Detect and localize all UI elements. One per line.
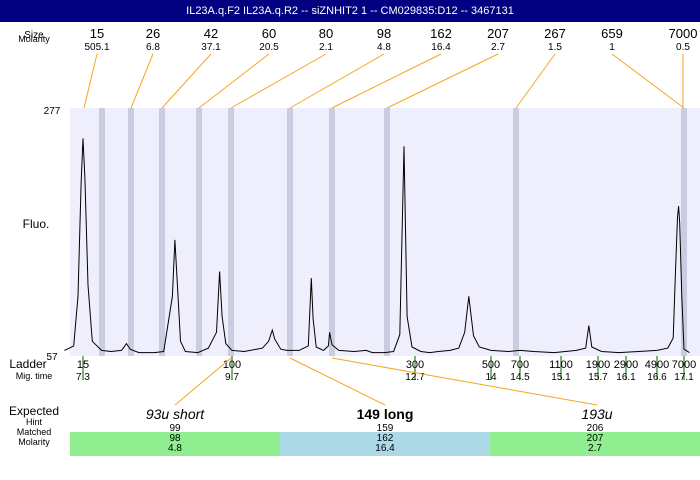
ladder-size-4: 700 [511,359,529,371]
ladder-mig-time-5: 15.1 [551,372,571,383]
ladder-mig-time-1: 9.7 [225,372,239,383]
top-connector-9 [611,53,685,109]
top-molarity-4: 2.1 [319,42,333,53]
top-connector-0 [83,53,98,109]
top-connector-6 [331,53,442,109]
peak-band-2 [159,108,165,356]
ladder-size-5: 1100 [549,359,573,371]
top-molarity-3: 20.5 [259,42,279,53]
matched-value-0: 98 [169,433,181,444]
top-size-9: 659 [601,26,623,41]
matched-bar-2 [490,432,700,456]
peak-band-8 [513,108,519,356]
top-size-4: 80 [319,26,333,41]
expected-connector-2 [331,357,598,406]
top-size-6: 162 [430,26,452,41]
ladder-mig-time-6: 15.7 [588,372,608,383]
expected-connector-1 [289,357,386,406]
ladder-size-0: 15 [77,359,89,371]
peak-band-4 [228,108,234,356]
ladder-size-7: 2900 [614,359,638,371]
top-connector-7 [386,53,499,109]
top-connector-2 [161,53,212,109]
top-size-8: 267 [544,26,566,41]
top-connector-4 [230,53,327,109]
matched-label: Matched [17,427,52,437]
expected-connector-0 [174,357,232,406]
y-axis-label: Fluo. [23,217,50,231]
peak-band-0 [99,108,105,356]
ladder-size-6: 1900 [586,359,610,371]
ladder-size-3: 500 [482,359,500,371]
peak-band-9 [681,108,687,356]
mig-time-label: Mig. time [16,371,53,381]
peak-band-7 [384,108,390,356]
top-connector-1 [130,53,154,109]
matched-bar-0 [70,432,280,456]
expected-name-2: 193u [581,406,612,422]
top-size-5: 98 [377,26,391,41]
hint-value-1: 159 [377,423,394,434]
size-label: Size [24,30,44,41]
expected-name-1: 149 long [357,406,414,422]
peak-band-1 [128,108,134,356]
top-size-7: 207 [487,26,509,41]
ladder-mig-time-2: 12.7 [405,372,425,383]
fluorescence-trace [64,138,690,354]
molarity-label: Molarity [18,34,50,44]
ladder-mig-time-3: 14 [485,372,497,383]
y-tick-bottom: 57 [46,352,58,363]
top-molarity-9: 1 [609,42,615,53]
molarity-value-2: 2.7 [588,443,602,454]
ladder-mig-time-4: 14.5 [510,372,530,383]
expected-name-0: 93u short [146,406,205,422]
top-molarity-10: 0.5 [676,42,690,53]
top-size-3: 60 [262,26,276,41]
peak-band-6 [329,108,335,356]
peak-band-3 [196,108,202,356]
ladder-mig-time-7: 16.1 [616,372,636,383]
matched-value-1: 162 [377,433,394,444]
molarity-value-1: 16.4 [375,443,395,454]
top-size-2: 42 [204,26,218,41]
top-molarity-6: 16.4 [431,42,451,53]
hint-label: Hint [26,417,43,427]
ladder-mig-time-0: 7.3 [76,372,90,383]
ladder-size-8: 4900 [645,359,669,371]
molarity-bottom-label: Molarity [18,437,50,447]
top-size-0: 15 [90,26,104,41]
top-molarity-0: 505.1 [84,42,109,53]
ladder-size-1: 100 [223,359,241,371]
y-tick-top: 277 [44,106,61,117]
top-molarity-5: 4.8 [377,42,391,53]
top-connector-5 [289,53,385,109]
peak-band-5 [287,108,293,356]
top-size-10: 7000 [669,26,698,41]
ladder-size-2: 300 [406,359,424,371]
molarity-value-0: 4.8 [168,443,182,454]
top-molarity-1: 6.8 [146,42,160,53]
top-molarity-7: 2.7 [491,42,505,53]
window-title: IL23A.q.F2 IL23A.q.R2 -- siZNHIT2 1 -- C… [0,0,700,22]
expected-label: Expected [9,404,59,418]
ladder-mig-time-9: 17.1 [674,372,694,383]
ladder-size-9: 7000 [672,359,696,371]
ladder-label: Ladder [9,357,46,371]
matched-value-2: 207 [587,433,604,444]
hint-value-0: 99 [169,423,181,434]
top-connector-3 [198,53,270,109]
top-molarity-8: 1.5 [548,42,562,53]
ladder-mig-time-8: 16.6 [647,372,667,383]
top-size-1: 26 [146,26,160,41]
top-molarity-2: 37.1 [201,42,221,53]
matched-bar-1 [280,432,490,456]
hint-value-2: 206 [587,423,604,434]
top-connector-8 [515,53,556,109]
